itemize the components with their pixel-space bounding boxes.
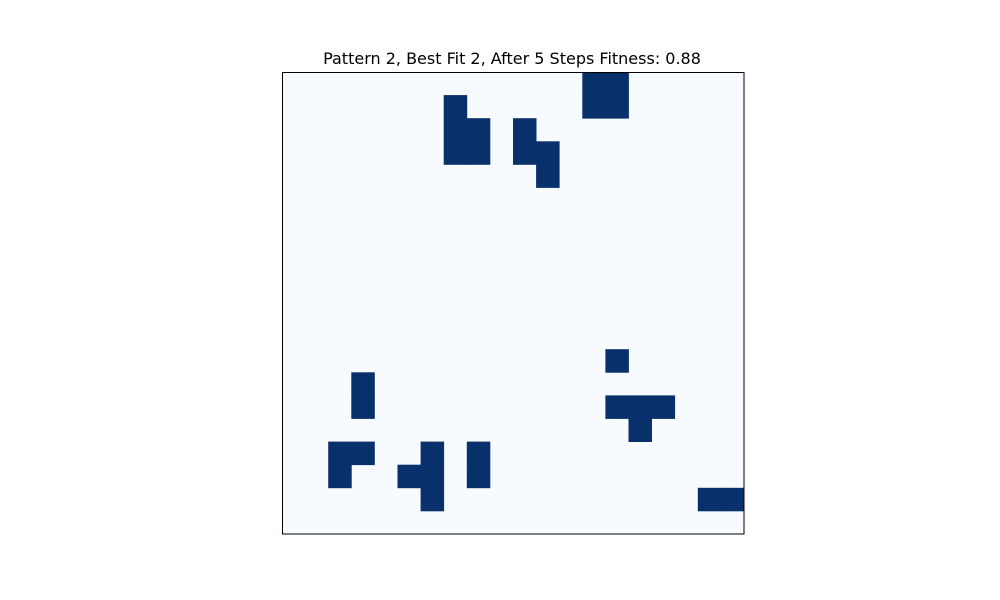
live-cell xyxy=(466,141,491,165)
live-cell xyxy=(605,95,629,119)
live-cell xyxy=(466,464,491,489)
live-cell xyxy=(513,118,537,142)
live-cell xyxy=(582,72,606,96)
live-cell xyxy=(582,95,606,119)
live-cell xyxy=(420,464,445,489)
live-cell xyxy=(420,441,445,466)
live-cell xyxy=(651,395,676,419)
live-cell xyxy=(351,372,375,396)
live-cell xyxy=(351,441,375,466)
live-cell xyxy=(720,487,745,512)
live-cell xyxy=(351,395,375,419)
live-cell xyxy=(513,141,537,165)
live-cell xyxy=(466,118,491,142)
live-cell xyxy=(328,464,352,489)
live-cell xyxy=(397,464,421,489)
live-cell xyxy=(628,395,652,419)
live-cell xyxy=(443,141,468,165)
live-cell xyxy=(536,164,560,188)
live-cell xyxy=(443,95,468,119)
live-cell xyxy=(420,487,445,512)
plot-frame xyxy=(282,72,745,535)
live-cell xyxy=(605,72,629,96)
live-cell xyxy=(605,395,629,419)
live-cell xyxy=(697,487,722,512)
cell-layer xyxy=(328,72,745,512)
live-cell xyxy=(466,441,491,466)
live-cell xyxy=(605,349,629,373)
live-cell xyxy=(443,118,468,142)
live-cell xyxy=(328,441,352,466)
chart-title: Pattern 2, Best Fit 2, After 5 Steps Fit… xyxy=(323,49,701,68)
live-cell xyxy=(628,418,652,442)
live-cell xyxy=(536,141,560,165)
